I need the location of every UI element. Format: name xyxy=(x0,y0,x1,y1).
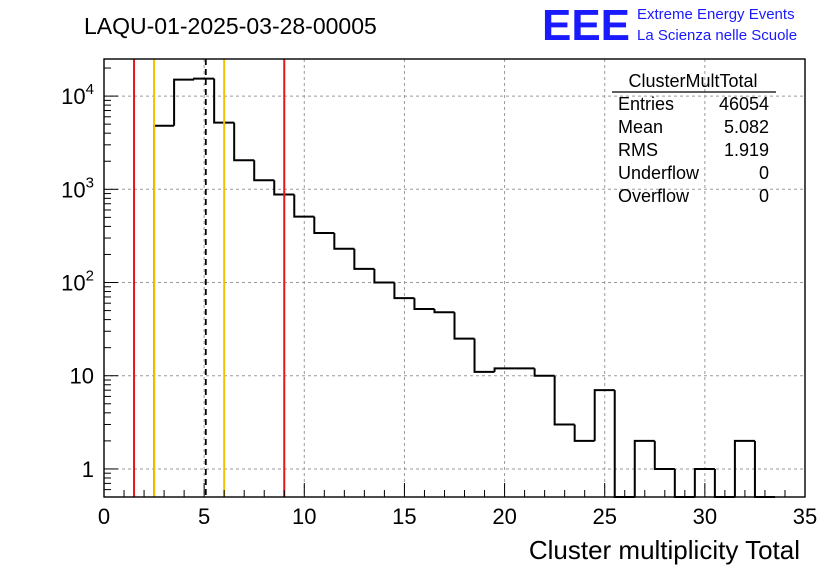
y-tick-label-1000: 103 xyxy=(61,174,94,202)
x-tick-label-0: 0 xyxy=(98,504,110,529)
threshold-lines xyxy=(133,59,286,497)
histogram-bin-10 xyxy=(353,248,375,270)
histogram-bin-2 xyxy=(193,77,215,80)
grid-lines xyxy=(104,59,805,497)
histogram-bin-1 xyxy=(173,78,195,126)
histogram-bin-11 xyxy=(373,268,395,284)
histogram-bin-25 xyxy=(653,440,675,470)
eee-logo: EEE xyxy=(542,1,630,50)
stats-label-overflow: Overflow xyxy=(618,186,690,206)
x-axis-label: Cluster multiplicity Total xyxy=(529,535,800,565)
histogram-bin-19 xyxy=(533,368,555,377)
histogram-bin-0 xyxy=(153,124,175,497)
histogram-bin-12 xyxy=(393,282,415,300)
x-tick-label-30: 30 xyxy=(693,504,717,529)
histogram-bin-9 xyxy=(333,232,355,250)
logo-line-2: La Scienza nelle Scuole xyxy=(637,27,797,44)
histogram-bin-24 xyxy=(633,439,655,497)
stats-label-rms: RMS xyxy=(618,140,658,160)
stats-value-mean: 5.082 xyxy=(724,117,769,137)
histogram-bin-22 xyxy=(593,389,615,441)
stats-label-underflow: Underflow xyxy=(618,163,700,183)
stats-value-overflow: 0 xyxy=(759,186,769,206)
x-tick-label-35: 35 xyxy=(793,504,817,529)
y-tick-label-10000: 104 xyxy=(61,81,94,109)
histogram-bars xyxy=(153,77,775,498)
histogram-bin-23 xyxy=(613,390,635,498)
stats-title: ClusterMultTotal xyxy=(628,71,757,91)
y-tick-label-1: 1 xyxy=(82,457,94,482)
histogram-bin-6 xyxy=(273,180,295,196)
stats-box: ClusterMultTotal Entries 46054 Mean 5.08… xyxy=(612,71,776,206)
histogram-bin-13 xyxy=(413,298,435,310)
histogram-bin-4 xyxy=(233,122,255,162)
x-tick-label-25: 25 xyxy=(592,504,616,529)
x-tick-label-15: 15 xyxy=(392,504,416,529)
axes: 0 5 10 15 20 25 30 35 1 10 102 103 104 xyxy=(61,58,817,529)
stats-label-entries: Entries xyxy=(618,94,674,114)
stats-value-rms: 1.919 xyxy=(724,140,769,160)
histogram-bin-7 xyxy=(293,194,315,218)
histogram-bin-21 xyxy=(573,424,595,442)
x-tick-label-20: 20 xyxy=(492,504,516,529)
x-tick-label-5: 5 xyxy=(198,504,210,529)
x-tick-label-10: 10 xyxy=(292,504,316,529)
histogram-bin-16 xyxy=(473,338,495,373)
histogram-bin-17 xyxy=(493,367,515,372)
y-tick-label-10: 10 xyxy=(70,364,94,389)
plot-frame xyxy=(103,58,806,498)
histogram-bin-15 xyxy=(453,312,475,340)
histogram-bin-8 xyxy=(313,216,335,234)
histogram-bin-27 xyxy=(693,467,715,497)
stats-value-entries: 46054 xyxy=(719,94,769,114)
logo-line-1: Extreme Energy Events xyxy=(637,6,795,23)
histogram-bin-29 xyxy=(733,439,755,497)
histogram-bin-3 xyxy=(213,78,235,124)
y-tick-label-100: 102 xyxy=(61,268,94,296)
histogram-bin-5 xyxy=(253,160,275,182)
histogram-bin-20 xyxy=(553,375,575,426)
run-title: LAQU-01-2025-03-28-00005 xyxy=(84,13,377,39)
stats-value-underflow: 0 xyxy=(759,163,769,183)
histogram-bin-14 xyxy=(433,308,455,314)
stats-label-mean: Mean xyxy=(618,117,663,137)
